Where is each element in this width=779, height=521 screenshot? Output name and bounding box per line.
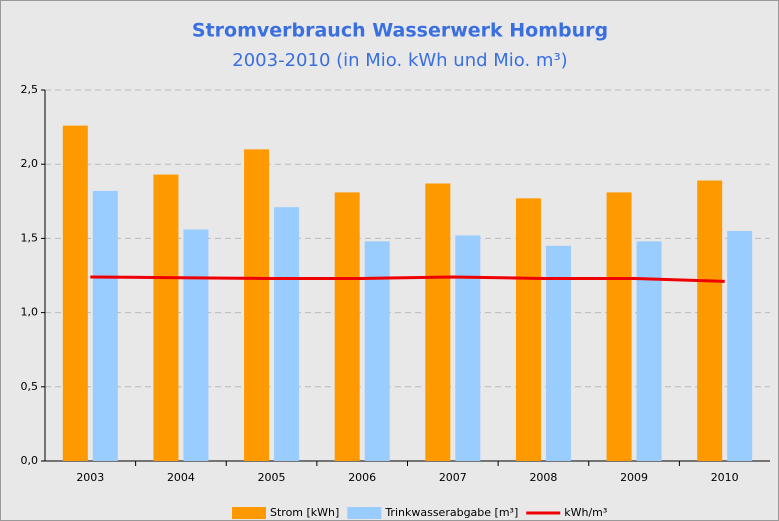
y-tick-label: 1,5: [21, 231, 39, 244]
bar: [183, 229, 209, 461]
bar: [636, 241, 662, 461]
bar: [515, 198, 541, 461]
y-tick-label: 1,0: [21, 306, 39, 319]
legend-swatch: [232, 507, 266, 519]
line: [90, 275, 725, 283]
bar: [697, 180, 723, 462]
y-tick-label: 2,5: [21, 83, 39, 96]
chart-title: Stromverbrauch Wasserwerk Homburg: [192, 20, 608, 42]
bar: [62, 125, 88, 461]
bar: [364, 241, 390, 461]
bar: [606, 192, 632, 461]
bar: [274, 207, 300, 461]
bar: [153, 174, 179, 461]
bar: [727, 230, 753, 461]
y-tick-label: 0,5: [21, 380, 39, 393]
bar: [425, 183, 451, 461]
x-tick-label: 2009: [620, 471, 648, 484]
x-tick-label: 2004: [167, 471, 195, 484]
x-tick-label: 2010: [711, 471, 739, 484]
y-tick-label: 2,0: [21, 157, 39, 170]
bar: [545, 245, 571, 461]
legend-label: Strom [kWh]: [270, 506, 339, 519]
bar: [244, 149, 270, 462]
bar: [92, 190, 118, 462]
x-tick-label: 2007: [439, 471, 467, 484]
x-tick-label: 2008: [529, 471, 557, 484]
x-tick-label: 2005: [258, 471, 286, 484]
legend-label: kWh/m³: [564, 506, 607, 519]
legend-swatch: [347, 507, 382, 519]
bar: [455, 235, 481, 461]
chart-subtitle: 2003-2010 (in Mio. kWh und Mio. m³): [232, 50, 567, 71]
x-tick-label: 2006: [348, 471, 376, 484]
bar: [334, 192, 360, 461]
x-tick-label: 2003: [76, 471, 104, 484]
y-tick-label: 0,0: [21, 454, 39, 467]
legend-label: Trinkwasserabgabe [m³]: [384, 506, 518, 519]
